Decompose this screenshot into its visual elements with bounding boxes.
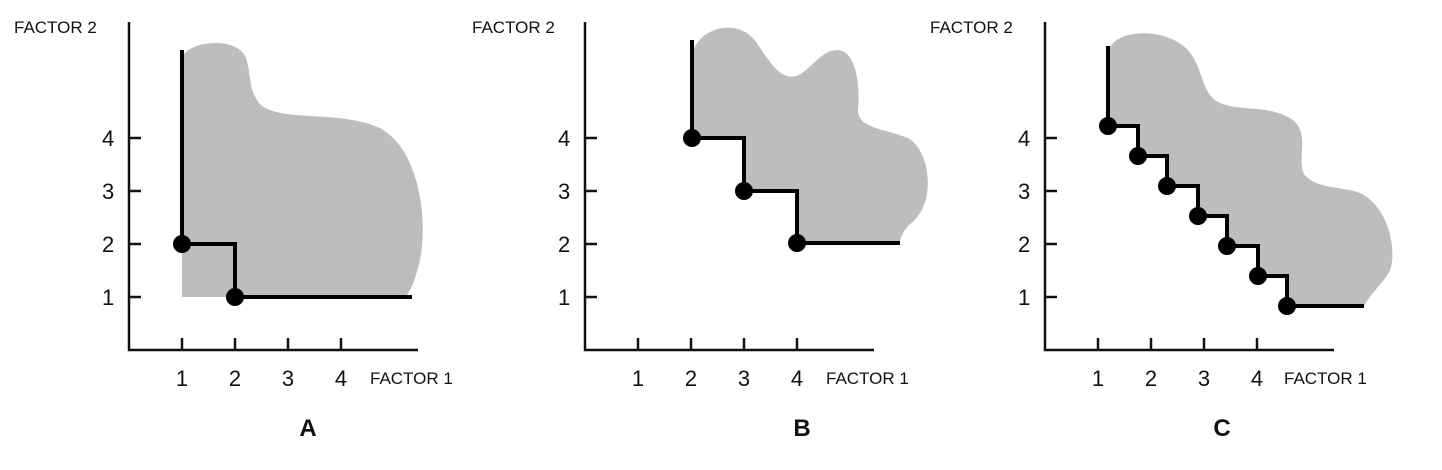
panel-b-axes bbox=[583, 22, 874, 352]
panel-c-point-5 bbox=[1218, 237, 1236, 255]
panel-c-point-2 bbox=[1129, 147, 1147, 165]
panel-c-x-ticks bbox=[1096, 338, 1259, 350]
panel-b-point-2 bbox=[735, 182, 753, 200]
panel-a-y-tick-label: 4 bbox=[102, 126, 114, 151]
panel-c-x-tick-label: 1 bbox=[1092, 366, 1104, 391]
panel-b-x-tick-label: 3 bbox=[738, 366, 750, 391]
panel-c-shaded-region bbox=[1108, 33, 1393, 307]
panel-c-point-3 bbox=[1158, 177, 1176, 195]
panel-a-isoquant bbox=[180, 50, 412, 299]
panel-b: FACTOR 2 FACTOR 1 1 2 3 4 1 2 3 4 B bbox=[472, 18, 928, 442]
panel-a-y-tick-label: 1 bbox=[102, 285, 114, 310]
panel-a-x-axis-title: FACTOR 1 bbox=[370, 369, 453, 388]
panel-b-y-tick-label: 1 bbox=[558, 285, 570, 310]
panel-a: FACTOR 2 FACTOR 1 1 2 3 4 1 2 3 4 A bbox=[14, 18, 453, 442]
panel-c-label: C bbox=[1213, 415, 1230, 442]
panel-c: FACTOR 2 FACTOR 1 1 2 3 4 1 2 3 4 C bbox=[930, 18, 1393, 442]
panel-b-shaded-region bbox=[692, 27, 928, 244]
panel-c-y-tick-label: 1 bbox=[1018, 285, 1030, 310]
panel-b-y-axis-title: FACTOR 2 bbox=[472, 18, 555, 37]
panel-c-y-tick-label: 2 bbox=[1018, 232, 1030, 257]
panel-a-point-1 bbox=[173, 235, 191, 253]
panel-b-x-tick-label: 4 bbox=[791, 366, 803, 391]
panel-c-y-ticks bbox=[1045, 136, 1057, 299]
panel-a-y-ticks bbox=[129, 136, 141, 299]
panel-a-shaded-region bbox=[182, 42, 423, 298]
panel-b-point-1 bbox=[683, 129, 701, 147]
panel-b-y-ticks bbox=[585, 136, 597, 299]
panel-c-y-tick-label: 4 bbox=[1018, 126, 1030, 151]
panel-c-y-axis-title: FACTOR 2 bbox=[930, 18, 1013, 37]
panel-a-x-tick-label: 2 bbox=[229, 366, 241, 391]
panel-a-axes bbox=[127, 22, 418, 352]
panel-b-y-tick-label: 2 bbox=[558, 232, 570, 257]
panel-c-point-6 bbox=[1249, 267, 1267, 285]
panel-a-point-2 bbox=[226, 288, 244, 306]
panel-c-point-4 bbox=[1189, 207, 1207, 225]
panel-b-y-tick-label: 3 bbox=[558, 179, 570, 204]
panel-c-point-7 bbox=[1278, 297, 1296, 315]
panel-c-point-1 bbox=[1099, 117, 1117, 135]
panel-c-axes bbox=[1043, 22, 1334, 352]
panel-b-point-3 bbox=[788, 234, 806, 252]
panel-c-x-tick-label: 4 bbox=[1251, 366, 1263, 391]
panel-a-x-tick-label: 3 bbox=[282, 366, 294, 391]
panel-b-x-tick-label: 1 bbox=[632, 366, 644, 391]
panel-a-x-tick-label: 1 bbox=[176, 366, 188, 391]
panel-a-label: A bbox=[299, 415, 316, 442]
panel-b-x-ticks bbox=[636, 338, 799, 350]
panel-b-label: B bbox=[793, 415, 810, 442]
panel-a-y-tick-label: 3 bbox=[102, 179, 114, 204]
panel-a-y-tick-label: 2 bbox=[102, 232, 114, 257]
panel-b-y-tick-label: 4 bbox=[558, 126, 570, 151]
panel-a-x-tick-label: 4 bbox=[335, 366, 347, 391]
panel-c-x-tick-label: 3 bbox=[1198, 366, 1210, 391]
panel-c-x-tick-label: 2 bbox=[1145, 366, 1157, 391]
panel-a-y-axis-title: FACTOR 2 bbox=[14, 18, 97, 37]
panel-c-y-tick-label: 3 bbox=[1018, 179, 1030, 204]
panel-c-x-axis-title: FACTOR 1 bbox=[1284, 369, 1367, 388]
panel-b-x-tick-label: 2 bbox=[685, 366, 697, 391]
panel-b-x-axis-title: FACTOR 1 bbox=[826, 369, 909, 388]
panel-a-x-ticks bbox=[180, 338, 343, 350]
